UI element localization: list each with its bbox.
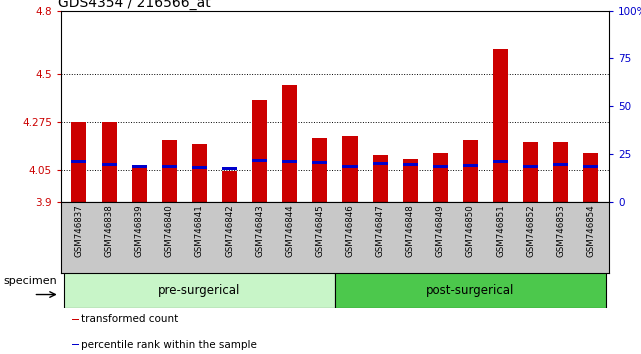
Text: GSM746847: GSM746847 [376, 204, 385, 257]
Text: GSM746844: GSM746844 [285, 204, 294, 257]
Bar [72, 319, 79, 320]
Text: GSM746850: GSM746850 [466, 204, 475, 257]
Text: GSM746852: GSM746852 [526, 204, 535, 257]
Bar [162, 165, 177, 168]
Text: GSM746845: GSM746845 [315, 204, 324, 257]
Bar [463, 164, 478, 167]
Bar [252, 159, 267, 162]
Bar [403, 159, 418, 202]
Text: post-surgerical: post-surgerical [426, 284, 515, 297]
Text: GSM746842: GSM746842 [225, 204, 234, 257]
Text: GSM746841: GSM746841 [195, 204, 204, 257]
Text: pre-surgerical: pre-surgerical [158, 284, 240, 297]
Bar [433, 153, 448, 202]
Bar [583, 165, 599, 168]
Bar [71, 122, 87, 202]
Text: GSM746853: GSM746853 [556, 204, 565, 257]
Bar [252, 100, 267, 202]
Bar [131, 165, 147, 168]
Bar [222, 171, 237, 202]
Bar [282, 85, 297, 202]
Bar [553, 163, 569, 166]
Bar [342, 165, 358, 168]
Text: specimen: specimen [3, 276, 57, 286]
Bar [403, 163, 418, 166]
Text: transformed count: transformed count [81, 314, 178, 325]
Bar [493, 160, 508, 163]
Bar [583, 153, 599, 202]
Bar [312, 138, 328, 202]
Text: GSM746838: GSM746838 [104, 204, 113, 257]
Bar [463, 140, 478, 202]
Text: percentile rank within the sample: percentile rank within the sample [81, 340, 256, 350]
Text: GSM746837: GSM746837 [74, 204, 83, 257]
Text: GSM746843: GSM746843 [255, 204, 264, 257]
Text: GDS4354 / 216566_at: GDS4354 / 216566_at [58, 0, 211, 10]
Bar [101, 163, 117, 166]
Bar [493, 49, 508, 202]
Bar [162, 140, 177, 202]
Text: GSM746851: GSM746851 [496, 204, 505, 257]
Bar [523, 142, 538, 202]
Text: GSM746849: GSM746849 [436, 204, 445, 257]
Bar [131, 166, 147, 202]
Bar [101, 122, 117, 202]
Bar [72, 344, 79, 346]
Bar [523, 165, 538, 168]
Bar [222, 167, 237, 170]
Bar [372, 162, 388, 165]
Text: GSM746839: GSM746839 [135, 204, 144, 257]
Bar [553, 142, 569, 202]
Text: GSM746848: GSM746848 [406, 204, 415, 257]
FancyBboxPatch shape [335, 273, 606, 308]
Text: GSM746840: GSM746840 [165, 204, 174, 257]
Bar [192, 166, 207, 169]
Bar [433, 165, 448, 168]
FancyBboxPatch shape [64, 273, 335, 308]
Bar [372, 155, 388, 202]
Bar [282, 160, 297, 163]
Bar [192, 144, 207, 202]
Bar [71, 160, 87, 163]
Bar [312, 161, 328, 164]
Text: GSM746854: GSM746854 [587, 204, 595, 257]
Text: GSM746846: GSM746846 [345, 204, 354, 257]
Bar [342, 136, 358, 202]
